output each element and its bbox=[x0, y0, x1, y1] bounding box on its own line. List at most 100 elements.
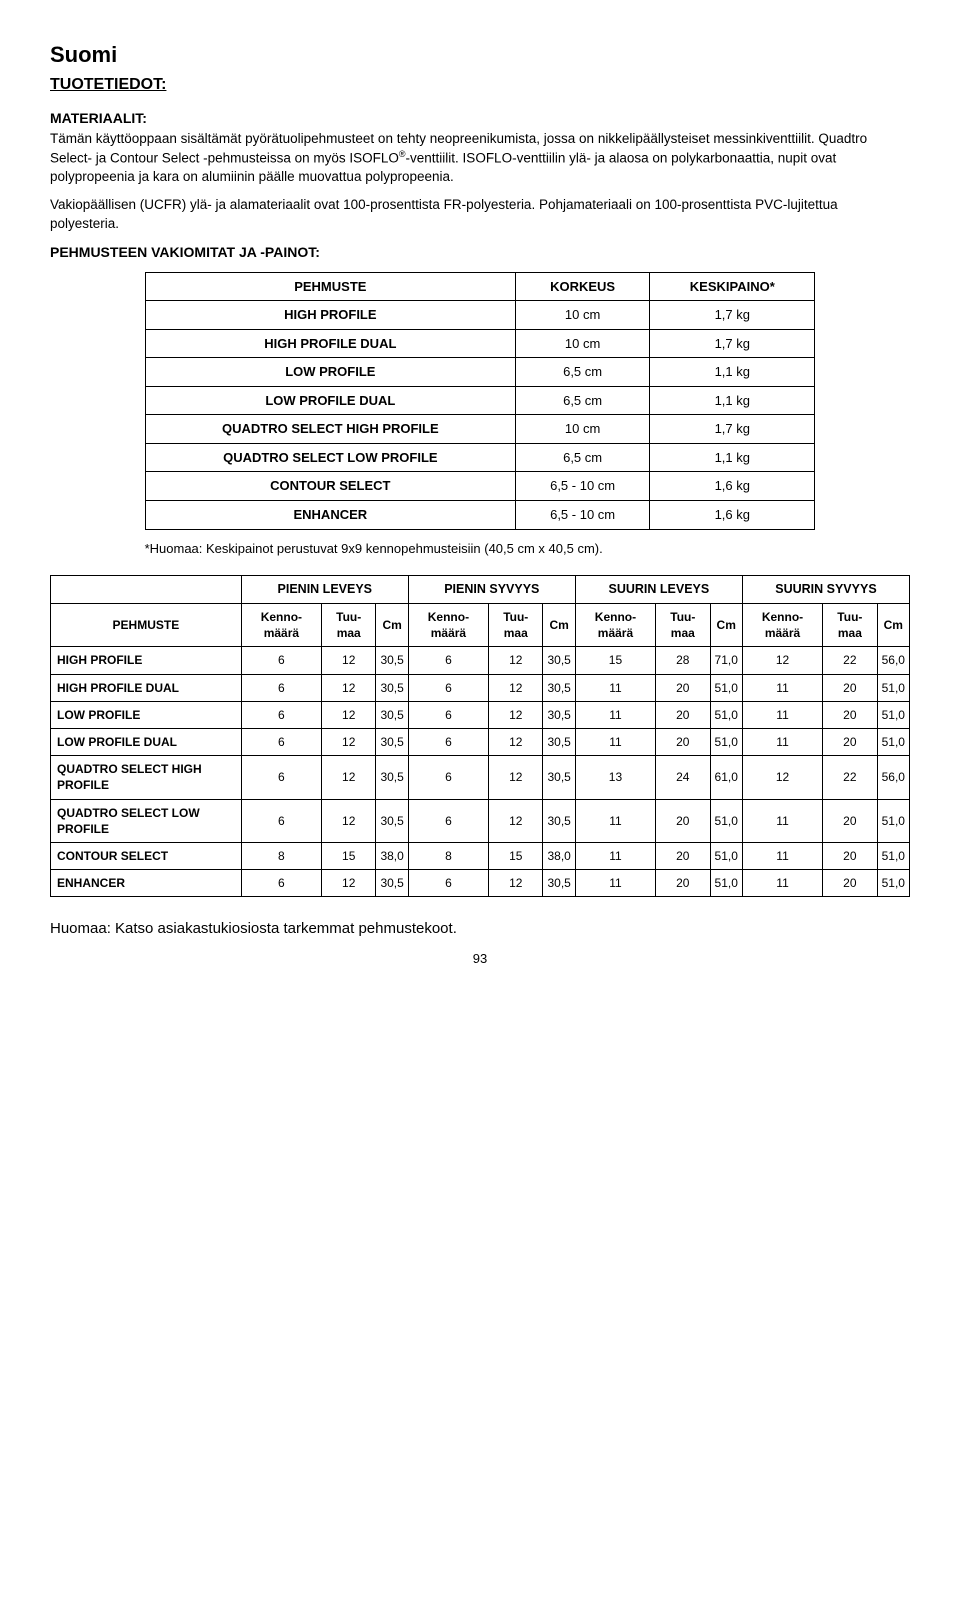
cell: 6 bbox=[408, 756, 488, 799]
table-row: HIGH PROFILE61230,561230,5152871,0122256… bbox=[51, 647, 910, 674]
cell: 11 bbox=[742, 799, 822, 842]
page-title: Suomi bbox=[50, 40, 910, 70]
cell: 30,5 bbox=[376, 870, 408, 897]
group-header: SUURIN SYVYYS bbox=[742, 576, 909, 604]
cell: 1,6 kg bbox=[650, 501, 815, 530]
table-row: QUADTRO SELECT HIGH PROFILE10 cm1,7 kg bbox=[145, 415, 815, 444]
row-label: CONTOUR SELECT bbox=[51, 842, 242, 869]
cell: 51,0 bbox=[710, 799, 742, 842]
cell: 11 bbox=[575, 870, 655, 897]
cell: 12 bbox=[489, 728, 543, 755]
row-label: QUADTRO SELECT LOW PROFILE bbox=[51, 799, 242, 842]
col-header: PEHMUSTE bbox=[145, 272, 515, 301]
cell: 20 bbox=[823, 674, 877, 701]
cell: 22 bbox=[823, 756, 877, 799]
table-row: LOW PROFILE DUAL61230,561230,5112051,011… bbox=[51, 728, 910, 755]
sub-header: Cm bbox=[710, 604, 742, 647]
cell: 51,0 bbox=[877, 728, 909, 755]
sub-header: Cm bbox=[877, 604, 909, 647]
cell: 12 bbox=[322, 674, 376, 701]
cell: LOW PROFILE bbox=[145, 358, 515, 387]
row-label: LOW PROFILE DUAL bbox=[51, 728, 242, 755]
cell: 11 bbox=[575, 701, 655, 728]
cell: 51,0 bbox=[877, 799, 909, 842]
cell: 51,0 bbox=[710, 842, 742, 869]
paragraph-2: Vakiopäällisen (UCFR) ylä- ja alamateria… bbox=[50, 196, 910, 232]
dimensions-heading: PEHMUSTEEN VAKIOMITAT JA -PAINOT: bbox=[50, 243, 910, 262]
cell: 51,0 bbox=[877, 842, 909, 869]
cell: 6 bbox=[241, 701, 321, 728]
row-label: HIGH PROFILE DUAL bbox=[51, 674, 242, 701]
cell: 38,0 bbox=[543, 842, 575, 869]
table-row: CONTOUR SELECT81538,081538,0112051,01120… bbox=[51, 842, 910, 869]
cell: 6 bbox=[408, 701, 488, 728]
table-row: LOW PROFILE DUAL6,5 cm1,1 kg bbox=[145, 386, 815, 415]
cell: 13 bbox=[575, 756, 655, 799]
cell: 6 bbox=[408, 647, 488, 674]
group-header: PIENIN SYVYYS bbox=[408, 576, 575, 604]
cell: QUADTRO SELECT HIGH PROFILE bbox=[145, 415, 515, 444]
sub-header: Kenno-määrä bbox=[575, 604, 655, 647]
cell: 12 bbox=[489, 701, 543, 728]
table-row: CONTOUR SELECT6,5 - 10 cm1,6 kg bbox=[145, 472, 815, 501]
cell: 12 bbox=[742, 756, 822, 799]
cell: 6,5 cm bbox=[516, 358, 650, 387]
sub-header: Kenno-määrä bbox=[408, 604, 488, 647]
page-number: 93 bbox=[50, 950, 910, 968]
cell: 6 bbox=[241, 799, 321, 842]
group-header-row: PIENIN LEVEYS PIENIN SYVYYS SUURIN LEVEY… bbox=[51, 576, 910, 604]
cell: 22 bbox=[823, 647, 877, 674]
cell: 10 cm bbox=[516, 415, 650, 444]
cell: CONTOUR SELECT bbox=[145, 472, 515, 501]
cell: 10 cm bbox=[516, 301, 650, 330]
cell: 30,5 bbox=[376, 756, 408, 799]
cell: 20 bbox=[823, 842, 877, 869]
cell: 20 bbox=[656, 728, 710, 755]
cell: 12 bbox=[322, 728, 376, 755]
cell: 30,5 bbox=[543, 674, 575, 701]
cell: 51,0 bbox=[877, 870, 909, 897]
cell: 15 bbox=[489, 842, 543, 869]
cell: 30,5 bbox=[376, 799, 408, 842]
cell: 10 cm bbox=[516, 329, 650, 358]
cell: 6 bbox=[241, 647, 321, 674]
cell: 20 bbox=[823, 728, 877, 755]
cell: 24 bbox=[656, 756, 710, 799]
group-header: SUURIN LEVEYS bbox=[575, 576, 742, 604]
cell: 56,0 bbox=[877, 756, 909, 799]
cell: 6,5 - 10 cm bbox=[516, 501, 650, 530]
table-row: HIGH PROFILE DUAL10 cm1,7 kg bbox=[145, 329, 815, 358]
materials-label: MATERIAALIT: bbox=[50, 109, 910, 128]
group-header: PIENIN LEVEYS bbox=[241, 576, 408, 604]
cell: 6,5 - 10 cm bbox=[516, 472, 650, 501]
cell: 6,5 cm bbox=[516, 443, 650, 472]
sizes-table: PIENIN LEVEYS PIENIN SYVYYS SUURIN LEVEY… bbox=[50, 575, 910, 897]
sub-header: Kenno-määrä bbox=[241, 604, 321, 647]
cell: 20 bbox=[656, 799, 710, 842]
cell: 11 bbox=[575, 842, 655, 869]
cell: 1,1 kg bbox=[650, 386, 815, 415]
cell: 30,5 bbox=[543, 701, 575, 728]
cell: 51,0 bbox=[710, 701, 742, 728]
cell: 51,0 bbox=[710, 674, 742, 701]
cell: HIGH PROFILE DUAL bbox=[145, 329, 515, 358]
cell: 71,0 bbox=[710, 647, 742, 674]
cell: 12 bbox=[742, 647, 822, 674]
cell: QUADTRO SELECT LOW PROFILE bbox=[145, 443, 515, 472]
cell: 51,0 bbox=[710, 870, 742, 897]
table-row: HIGH PROFILE10 cm1,7 kg bbox=[145, 301, 815, 330]
sub-header: Kenno-määrä bbox=[742, 604, 822, 647]
cell: 20 bbox=[823, 870, 877, 897]
cell: 12 bbox=[322, 756, 376, 799]
row-label: LOW PROFILE bbox=[51, 701, 242, 728]
cell: 20 bbox=[656, 701, 710, 728]
sub-header: Cm bbox=[543, 604, 575, 647]
cell: 1,7 kg bbox=[650, 415, 815, 444]
cell: 6,5 cm bbox=[516, 386, 650, 415]
cell: 20 bbox=[656, 870, 710, 897]
cell: 30,5 bbox=[543, 799, 575, 842]
col-header: KORKEUS bbox=[516, 272, 650, 301]
cell: 20 bbox=[823, 799, 877, 842]
table-row: HIGH PROFILE DUAL61230,561230,5112051,01… bbox=[51, 674, 910, 701]
cell: 6 bbox=[408, 870, 488, 897]
